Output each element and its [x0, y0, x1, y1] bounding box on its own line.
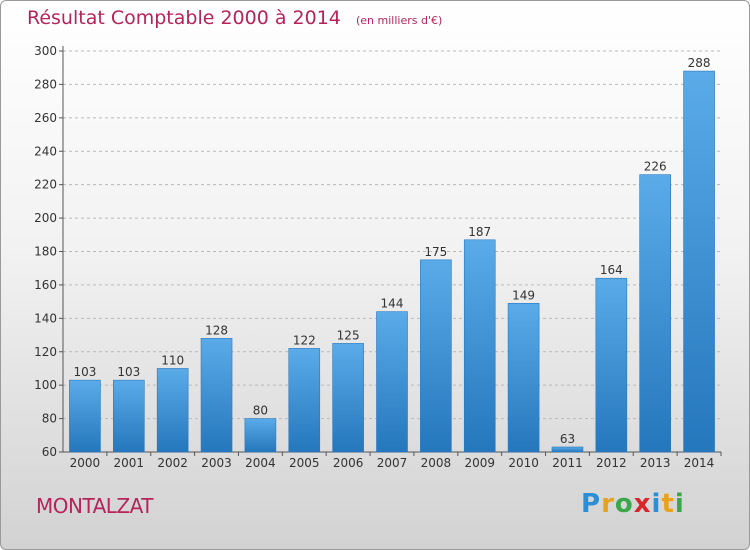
x-tick-label: 2014 — [684, 456, 715, 470]
bar — [376, 311, 408, 453]
y-tick-label: 80 — [42, 412, 57, 426]
logo-letter: i — [651, 489, 662, 519]
bar — [332, 343, 364, 453]
proxiti-logo: Proxiti — [581, 489, 685, 519]
y-tick-label: 260 — [34, 111, 57, 125]
bar — [551, 446, 584, 453]
bar — [420, 259, 452, 453]
data-label: 103 — [73, 365, 96, 379]
x-tick-label: 2012 — [596, 456, 627, 470]
data-label: 103 — [117, 365, 140, 379]
y-tick-label: 240 — [34, 144, 57, 158]
x-tick-label: 2006 — [333, 456, 364, 470]
data-label: 144 — [381, 297, 404, 311]
x-tick-label: 2008 — [421, 456, 452, 470]
x-tick-label: 2009 — [464, 456, 495, 470]
x-tick-label: 2005 — [289, 456, 320, 470]
bar — [507, 302, 540, 453]
x-tick-label: 2004 — [245, 456, 276, 470]
x-tick-label: 2013 — [640, 456, 671, 470]
data-label: 288 — [688, 56, 711, 70]
commune-name: MONTALZAT — [36, 494, 154, 518]
data-label: 128 — [205, 323, 228, 337]
bar — [683, 70, 715, 453]
y-tick-label: 280 — [34, 77, 57, 91]
data-label: 187 — [468, 225, 491, 239]
data-label: 149 — [512, 288, 535, 302]
bar — [69, 379, 101, 453]
logo-letter: t — [661, 489, 675, 519]
bar — [463, 239, 496, 453]
y-tick-label: 160 — [34, 278, 57, 292]
bar — [288, 348, 321, 453]
bar — [244, 418, 277, 453]
x-tick-label: 2000 — [70, 456, 101, 470]
logo-letter: P — [581, 489, 602, 519]
x-tick-label: 2007 — [377, 456, 408, 470]
x-tick-label: 2003 — [201, 456, 232, 470]
bar — [113, 379, 145, 453]
data-label: 175 — [424, 245, 447, 259]
y-tick-label: 120 — [34, 345, 57, 359]
y-tick-label: 100 — [34, 378, 57, 392]
y-tick-label: 220 — [34, 178, 57, 192]
data-label: 110 — [161, 353, 184, 367]
bars — [69, 70, 715, 453]
chart-title: Résultat Comptable 2000 à 2014 — [27, 7, 341, 29]
x-tick-label: 2001 — [114, 456, 145, 470]
logo-letter: r — [601, 489, 615, 519]
chart-subtitle: (en milliers d'€) — [355, 14, 443, 27]
logo-letter: x — [633, 489, 652, 519]
data-label: 164 — [600, 263, 623, 277]
data-labels: 103 103 110 128 80 122 125 144 175 187 149 63 164 226… — [73, 56, 710, 446]
x-tick-label: 2010 — [508, 456, 539, 470]
axes: 60 80 100 120 140 160 180 200 220 240 260 280 300 200… — [34, 44, 722, 470]
y-tick-label: 300 — [34, 44, 57, 58]
data-label: 80 — [253, 404, 268, 418]
logo-letter: o — [614, 489, 634, 519]
bar — [156, 368, 189, 453]
x-tick-label: 2002 — [157, 456, 188, 470]
bar — [200, 338, 233, 453]
data-label: 63 — [560, 432, 575, 446]
bar — [639, 174, 672, 453]
y-tick-label: 200 — [34, 211, 57, 225]
y-tick-label: 140 — [34, 311, 57, 325]
y-tick-label: 60 — [42, 445, 57, 459]
data-label: 122 — [293, 333, 316, 347]
logo-letter: i — [674, 489, 685, 519]
data-label: 226 — [644, 160, 667, 174]
chart-title-block: Résultat Comptable 2000 à 2014 (en milli… — [27, 7, 442, 29]
y-tick-label: 180 — [34, 245, 57, 259]
bar — [595, 277, 628, 453]
data-label: 125 — [337, 328, 360, 342]
x-tick-label: 2011 — [552, 456, 583, 470]
